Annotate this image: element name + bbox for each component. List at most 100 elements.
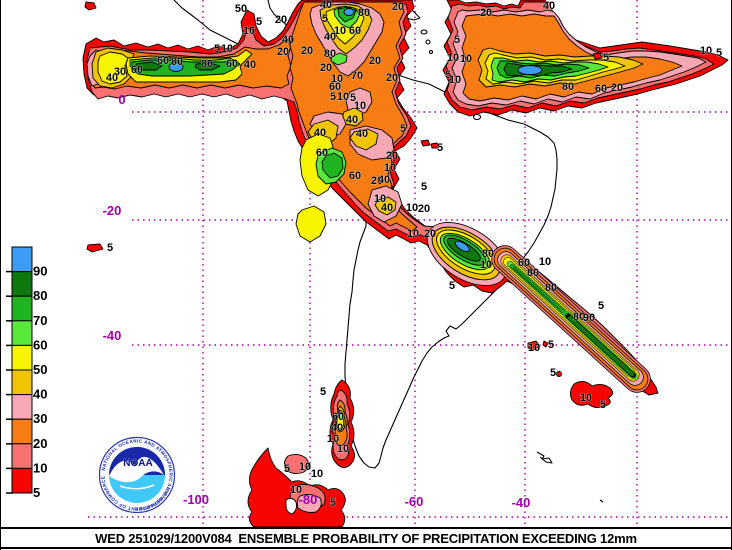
contour-label-5: 5 (322, 13, 328, 25)
contour-label-10: 10 (460, 53, 472, 65)
contour-label-10: 10 (331, 73, 343, 85)
colorbar-label-80: 80 (33, 288, 47, 303)
contour-region-30-pct (296, 493, 322, 513)
colorbar-segment-9 (11, 467, 33, 494)
path-22 (599, 499, 604, 503)
contour-region-5-pct (592, 52, 603, 60)
contour-region-5-pct (84, 1, 97, 11)
colorbar-label-20: 20 (33, 436, 47, 451)
contour-label-10: 10 (384, 162, 396, 174)
contour-label-40: 40 (244, 59, 256, 71)
colorbar-segment-5 (11, 369, 33, 396)
contour-label-20: 20 (424, 228, 436, 240)
contour-label-60: 60 (157, 55, 169, 67)
ellipse-16 (425, 39, 431, 45)
contour-region-5-pct (527, 340, 541, 351)
path-250 (119, 484, 155, 490)
grid-label-0: 0 (118, 92, 125, 107)
contour-region-80-pct (194, 62, 221, 71)
ellipse-15 (420, 29, 428, 35)
contour-region-5-pct (556, 371, 562, 377)
contour-label-5: 5 (320, 386, 326, 398)
contour-label-60: 60 (332, 411, 344, 423)
se-atlantic-blob (569, 381, 613, 409)
contour-label-80: 80 (545, 282, 557, 294)
geo-axis-labels: 0 -20 -40 -100 -80 -60 -40 (103, 92, 531, 510)
contour-label-40: 40 (314, 127, 326, 139)
path-103 (285, 497, 297, 515)
contour-label-80: 80 (573, 311, 585, 323)
contour-label-5: 5 (603, 52, 609, 64)
contour-label-10: 10 (374, 193, 386, 205)
contour-label-5: 5 (598, 300, 604, 312)
contour-label-40: 40 (356, 128, 368, 140)
contour-region-80-pct (135, 61, 163, 71)
colorbar-segment-4 (11, 344, 33, 371)
contour-label-5: 5 (716, 47, 722, 59)
contour-label-10: 10 (327, 433, 339, 445)
contour-region-70-pct (321, 152, 344, 179)
contour-label-5: 5 (330, 91, 336, 103)
contour-label-20: 20 (386, 72, 398, 84)
contour-label-5: 5 (600, 399, 606, 411)
contour-label-80: 80 (201, 58, 213, 70)
contour-region-90-pct (343, 8, 355, 16)
contour-label-10: 10 (580, 392, 592, 404)
grid-label--60: -60 (405, 494, 424, 509)
contour-label-10: 10 (221, 43, 233, 55)
contour-label-40: 40 (320, 0, 332, 11)
contour-region-90-pct (454, 240, 470, 252)
contour-label-10: 10 (334, 25, 346, 37)
contour-label-10: 10 (354, 100, 366, 112)
contour-label-20: 20 (611, 82, 623, 94)
contour-label-10: 10 (407, 228, 419, 240)
contour-label-10: 10 (449, 74, 461, 86)
probability-colorbar: 90 80 70 60 50 40 30 20 10 5 (6, 246, 48, 501)
contour-region-10-pct (283, 453, 309, 475)
contour-label-5: 5 (550, 367, 556, 379)
contour-region-90-pct (517, 65, 543, 75)
contour-label-5: 5 (548, 339, 554, 351)
colorbar-segment-7 (11, 418, 33, 445)
contour-label-80: 80 (324, 48, 336, 60)
frontal-band-strip (491, 245, 651, 393)
contour-label-5: 5 (107, 242, 113, 254)
contour-label-10: 10 (447, 52, 459, 64)
contour-label-20: 20 (418, 203, 430, 215)
contour-label-5: 5 (421, 181, 427, 193)
contour-region-40-pct (349, 128, 379, 151)
grid-label--40: -40 (103, 328, 122, 343)
contour-label-60: 60 (226, 58, 238, 70)
colorbar-segment-8 (11, 443, 33, 469)
contour-region-50-pct (97, 51, 129, 85)
contour-label-5: 5 (445, 69, 451, 81)
contour-label-40: 40 (378, 174, 390, 186)
contour-label-70: 70 (351, 70, 363, 82)
contour-label-30: 30 (114, 66, 126, 78)
contour-label-10: 10 (406, 202, 418, 214)
ellipse-17 (428, 49, 434, 55)
contour-label-20: 20 (277, 46, 289, 58)
contour-label-80: 80 (562, 81, 574, 93)
contour-label-20: 20 (371, 175, 383, 187)
contour-label-20: 20 (386, 150, 398, 162)
contour-region-50-pct (295, 205, 327, 243)
colorbar-segment-1 (11, 271, 33, 297)
contour-label-60: 60 (349, 170, 361, 182)
contour-label-40: 40 (543, 0, 555, 12)
contour-region-5-pct (86, 243, 104, 253)
contour-region-80-pct (568, 316, 634, 376)
noaa-logo: NATIONAL OCEANIC AND ATMOSPHERIC ADMINIS… (98, 436, 176, 514)
colorbar-segment-3 (11, 320, 33, 346)
contour-region-60-pct (338, 411, 344, 421)
contour-label-60: 60 (349, 25, 361, 37)
contour-label-40: 40 (346, 114, 358, 126)
contour-label-10: 10 (311, 468, 323, 480)
contour-label-10: 10 (337, 443, 349, 455)
contour-label-10: 10 (290, 484, 302, 496)
colorbar-label-50: 50 (33, 362, 47, 377)
colorbar-label-70: 70 (33, 313, 47, 328)
contour-region-90-pct (168, 62, 184, 72)
colorbar-segment-6 (11, 394, 33, 420)
